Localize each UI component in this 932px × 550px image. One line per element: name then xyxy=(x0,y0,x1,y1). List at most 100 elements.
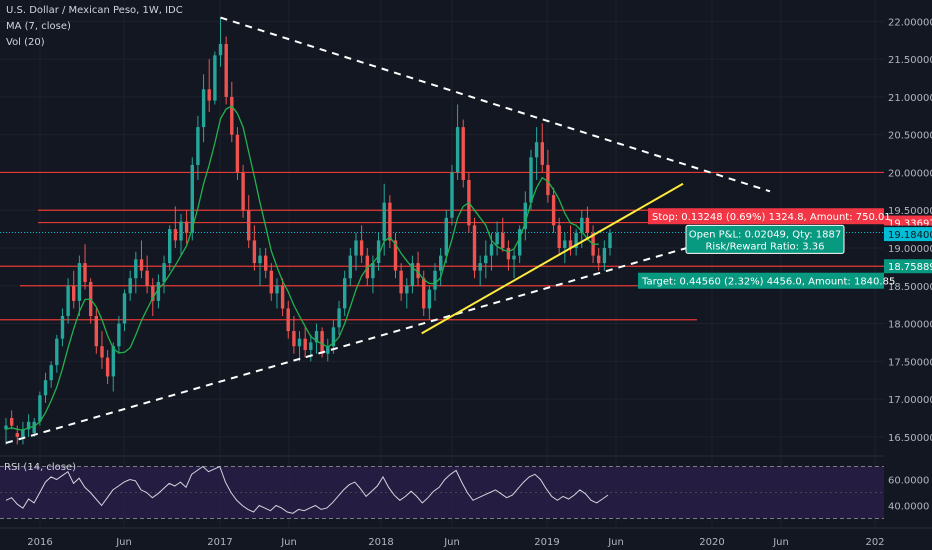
candle-body xyxy=(21,429,25,437)
entry-price-tag: 19.18400 xyxy=(888,230,932,241)
rsi-tick-label: 60.0000 xyxy=(888,476,929,487)
candle-body xyxy=(326,346,330,354)
candle-body xyxy=(309,342,313,350)
candle-body xyxy=(343,278,347,309)
candle-body xyxy=(94,316,98,347)
grid-lines xyxy=(0,0,884,528)
time-tick-label: 2019 xyxy=(534,537,559,548)
candle-body xyxy=(523,202,527,230)
price-tick-label: 19.50000 xyxy=(888,206,932,217)
candle-body xyxy=(450,172,454,218)
candle-body xyxy=(162,263,166,282)
candle-body xyxy=(422,278,426,309)
candle-body xyxy=(184,221,189,233)
rsi-line xyxy=(5,465,609,514)
price-tick-label: 18.00000 xyxy=(888,320,932,331)
candle-body xyxy=(269,270,273,294)
candle-body xyxy=(540,142,544,165)
candle-body xyxy=(168,229,172,264)
time-tick-label: Jun xyxy=(772,537,789,548)
rsi-panel: 60.0000 40.0000 xyxy=(0,455,929,519)
candle-body xyxy=(597,255,601,264)
candle-body xyxy=(10,418,14,426)
time-tick-label: 202 xyxy=(865,537,884,548)
candle-body xyxy=(602,248,607,264)
candle-body xyxy=(433,270,437,290)
candle-body xyxy=(472,225,477,271)
price-axis[interactable]: 22.00000 21.50000 21.00000 20.50000 20.00000… xyxy=(888,17,932,444)
candle-body xyxy=(484,255,488,264)
candle-body xyxy=(608,232,612,248)
price-tick-label: 18.50000 xyxy=(888,282,932,293)
time-axis[interactable]: 2016 Jun 2017 Jun 2018 Jun 2019 Jun 2020 Jun 202 xyxy=(0,527,932,548)
ma-line xyxy=(5,105,599,431)
candle-body xyxy=(489,244,494,256)
candle-body xyxy=(461,127,465,180)
pnl-text: Open P&L: 0.02049, Qty: 1887 xyxy=(689,229,842,240)
candle-body xyxy=(354,240,358,256)
stop-price-tag: 19.33697 xyxy=(888,219,932,230)
candle-body xyxy=(314,331,319,343)
candle-body xyxy=(359,240,364,256)
candle-body xyxy=(179,221,183,241)
candle-body xyxy=(557,225,561,248)
price-tick-label: 20.50000 xyxy=(888,131,932,142)
candle-body xyxy=(297,338,302,347)
time-tick-label: Jun xyxy=(443,537,460,548)
candle-body xyxy=(60,316,65,339)
price-tick-label: 21.50000 xyxy=(888,55,932,66)
candle-body xyxy=(568,240,573,248)
candle-body xyxy=(388,202,392,241)
candle-body xyxy=(529,157,533,203)
price-tick-label: 19.00000 xyxy=(888,244,932,255)
candle-body xyxy=(427,289,432,309)
ma-legend: MA (7, close) xyxy=(6,21,71,32)
candle-body xyxy=(213,55,217,101)
candle-body xyxy=(128,278,132,294)
candle-body xyxy=(405,285,409,294)
candle-body xyxy=(151,285,155,301)
candle-body xyxy=(32,421,36,434)
candle-body xyxy=(410,263,415,286)
target-price-tag: 18.75889 xyxy=(888,262,932,273)
candle-body xyxy=(173,229,178,241)
candle-body xyxy=(134,259,138,279)
candle-body xyxy=(382,202,386,241)
moving-average-series xyxy=(5,105,599,431)
candle-body xyxy=(43,380,48,396)
candle-body xyxy=(72,285,76,301)
candle-body xyxy=(286,308,290,332)
candle-body xyxy=(501,232,505,248)
candle-body xyxy=(66,285,70,316)
candlestick-series xyxy=(4,17,612,445)
time-tick-label: 2016 xyxy=(27,537,52,548)
candle-body xyxy=(224,44,228,97)
trend-lines[interactable] xyxy=(5,16,771,444)
candle-body xyxy=(235,134,240,173)
time-tick-label: Jun xyxy=(607,537,624,548)
vol-legend: Vol (20) xyxy=(6,37,45,48)
stop-box-bg xyxy=(648,208,884,225)
time-tick-label: Jun xyxy=(115,537,132,548)
rsi-tick-label: 40.0000 xyxy=(888,502,929,513)
candle-body xyxy=(117,323,121,347)
rsi-legend: RSI (14, close) xyxy=(4,462,77,473)
candle-body xyxy=(580,217,584,233)
candle-body xyxy=(241,172,245,211)
candle-body xyxy=(518,229,522,256)
candle-body xyxy=(331,327,336,347)
candle-body xyxy=(122,293,127,324)
price-tick-label: 17.50000 xyxy=(888,357,932,368)
time-tick-label: 2020 xyxy=(699,537,724,548)
candle-body xyxy=(393,240,398,271)
entry-price-tag-bg xyxy=(884,227,932,242)
candle-body xyxy=(478,263,482,271)
candle-body xyxy=(49,365,53,381)
risk-reward-text: Risk/Reward Ratio: 3.36 xyxy=(705,241,824,252)
candle-body xyxy=(111,346,115,377)
target-price-tag-bg xyxy=(884,259,932,274)
candle-body xyxy=(100,346,104,358)
candle-body xyxy=(376,240,381,264)
